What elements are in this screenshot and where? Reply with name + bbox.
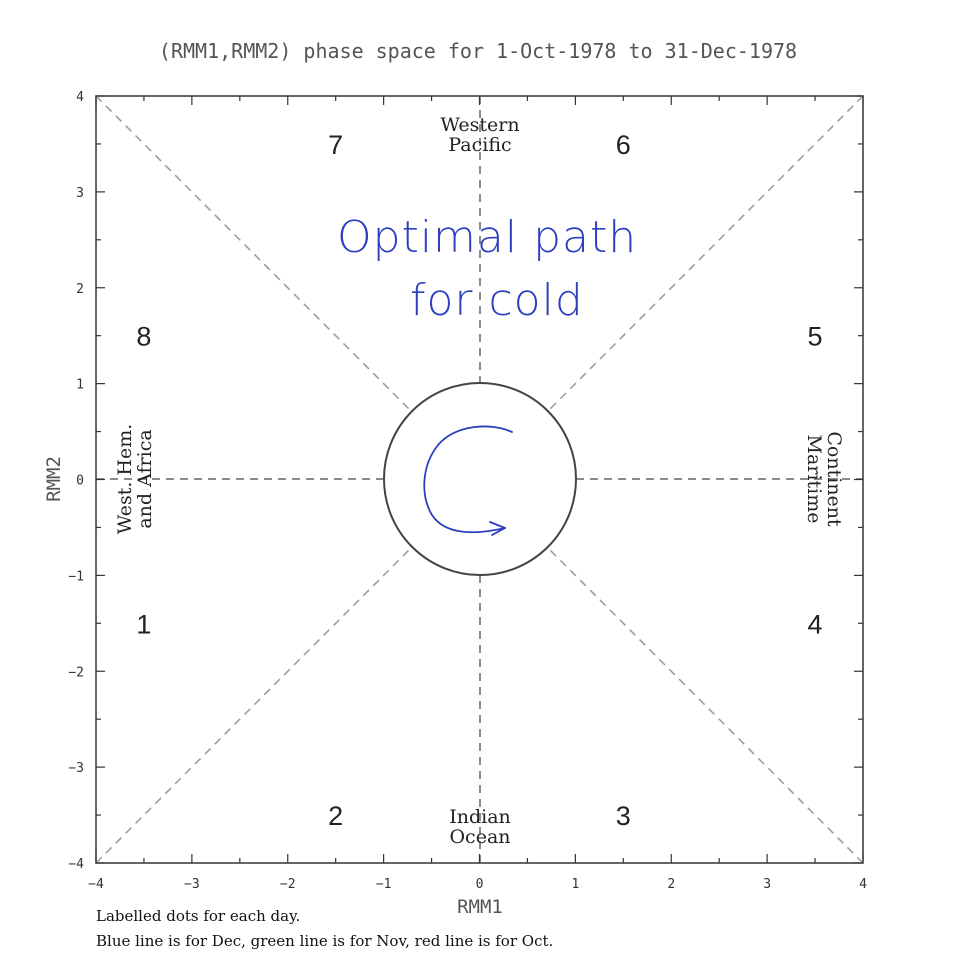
x-tick-label: −3 bbox=[184, 877, 200, 892]
y-tick-label: −3 bbox=[68, 761, 84, 776]
phase-boundary-lines bbox=[95, 95, 864, 864]
x-tick-label: −2 bbox=[280, 877, 296, 892]
y-tick-label: 2 bbox=[76, 282, 84, 297]
y-tick-label: −2 bbox=[68, 665, 84, 680]
handwritten-note-line2: for cold bbox=[410, 275, 584, 326]
diagonal-line-lower-right bbox=[547, 547, 864, 864]
phase-number-5: 5 bbox=[808, 322, 823, 352]
x-tick-label: 4 bbox=[859, 877, 867, 892]
y-tick-label: −1 bbox=[68, 569, 84, 584]
y-tick-label: 1 bbox=[76, 378, 84, 393]
region-label-top-line1: Western bbox=[440, 114, 519, 136]
diagonal-line-lower-left bbox=[95, 547, 412, 864]
x-tick-label: −4 bbox=[88, 877, 104, 892]
diagonal-line-upper-left bbox=[95, 95, 412, 412]
diagonal-line-upper-right bbox=[547, 95, 864, 412]
region-label-bottom-line1: Indian bbox=[449, 806, 511, 828]
x-tick-label: 1 bbox=[571, 877, 579, 892]
handwritten-note-line1: Optimal path bbox=[337, 212, 637, 263]
region-label-right-line1: Maritime bbox=[803, 435, 825, 524]
phase-number-7: 7 bbox=[328, 130, 343, 160]
y-axis-ticks: −4 −3 −2 −1 0 1 2 3 4 bbox=[68, 90, 863, 872]
region-label-top-line2: Pacific bbox=[448, 134, 511, 156]
phase-number-3: 3 bbox=[616, 801, 631, 831]
x-tick-label: 0 bbox=[476, 877, 484, 892]
x-tick-label: 2 bbox=[667, 877, 675, 892]
unit-circle bbox=[383, 382, 577, 576]
caption-line2: Blue line is for Dec, green line is for … bbox=[96, 932, 553, 950]
phase-number-6: 6 bbox=[616, 130, 631, 160]
y-tick-label: 4 bbox=[76, 90, 84, 105]
phase-number-2: 2 bbox=[328, 801, 343, 831]
region-label-bottom-line2: Ocean bbox=[449, 826, 510, 848]
region-label-right-line2: Continent bbox=[823, 431, 845, 527]
x-tick-label: 3 bbox=[763, 877, 771, 892]
phase-number-8: 8 bbox=[136, 322, 151, 352]
region-label-left-line1: West. Hem. bbox=[114, 424, 136, 535]
region-label-left-line2: and Africa bbox=[134, 429, 156, 528]
phase-number-4: 4 bbox=[808, 609, 823, 639]
x-tick-label: −1 bbox=[376, 877, 392, 892]
x-axis-ticks: −4 −3 −2 −1 0 1 2 3 4 bbox=[88, 96, 867, 892]
handwritten-arrow-head bbox=[489, 521, 506, 536]
phase-numbers: 1 2 3 4 5 6 7 8 bbox=[136, 130, 822, 831]
chart-title: (RMM1,RMM2) phase space for 1-Oct-1978 t… bbox=[159, 39, 797, 63]
caption-line1: Labelled dots for each day. bbox=[96, 907, 300, 925]
y-tick-label: 0 bbox=[76, 474, 84, 489]
phase-number-1: 1 bbox=[136, 609, 151, 639]
y-tick-label: −4 bbox=[68, 857, 84, 872]
y-axis-label: RMM2 bbox=[43, 456, 65, 502]
y-tick-label: 3 bbox=[76, 186, 84, 201]
handwritten-arrow-curve bbox=[423, 425, 513, 534]
x-axis-label: RMM1 bbox=[457, 896, 503, 918]
